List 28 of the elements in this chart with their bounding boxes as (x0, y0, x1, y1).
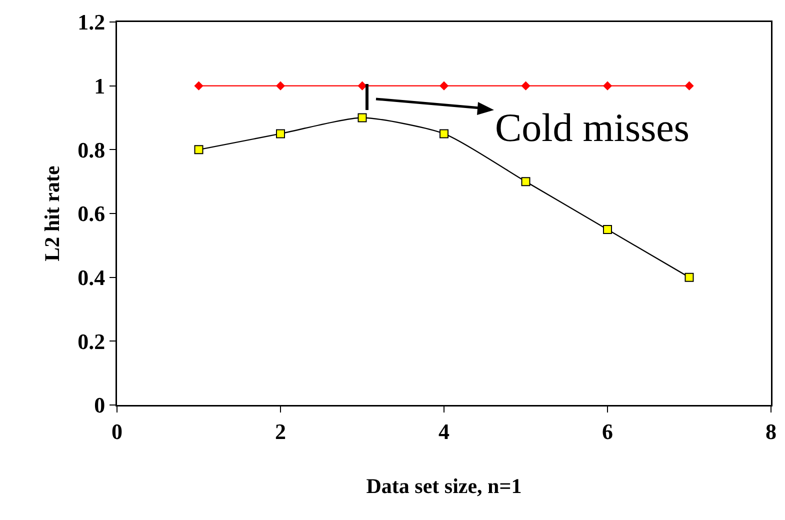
y-tick-label: 0 (94, 392, 106, 418)
point (603, 224, 612, 234)
annotation: Cold misses (495, 105, 690, 150)
x-axis-title: Data set size, n=1 (366, 474, 522, 498)
point (276, 129, 285, 138)
point (358, 113, 367, 122)
y-tick-label: 1.2 (78, 10, 106, 35)
x-tick-label: 6 (602, 418, 613, 444)
point (194, 81, 204, 90)
y-tick-label: 0.8 (78, 137, 106, 162)
point (439, 81, 449, 90)
y-tick-label: 0.2 (78, 328, 106, 354)
point (521, 81, 530, 90)
x-tick-label: 0 (112, 418, 122, 444)
y-axis-title: L2 hit rate (40, 166, 64, 262)
x-tick-label: 4 (438, 418, 450, 444)
point (521, 177, 530, 186)
point (684, 81, 694, 90)
point (440, 129, 448, 138)
point (602, 81, 612, 90)
x-tick-label: 8 (766, 418, 776, 444)
point (194, 145, 204, 154)
point (276, 81, 286, 90)
point (684, 272, 694, 282)
x-tick-label: 2 (275, 418, 286, 444)
y-tick-label: 0.4 (78, 265, 106, 290)
y-tick-label: 0.6 (78, 201, 106, 226)
y-tick-label: 1 (94, 74, 106, 99)
